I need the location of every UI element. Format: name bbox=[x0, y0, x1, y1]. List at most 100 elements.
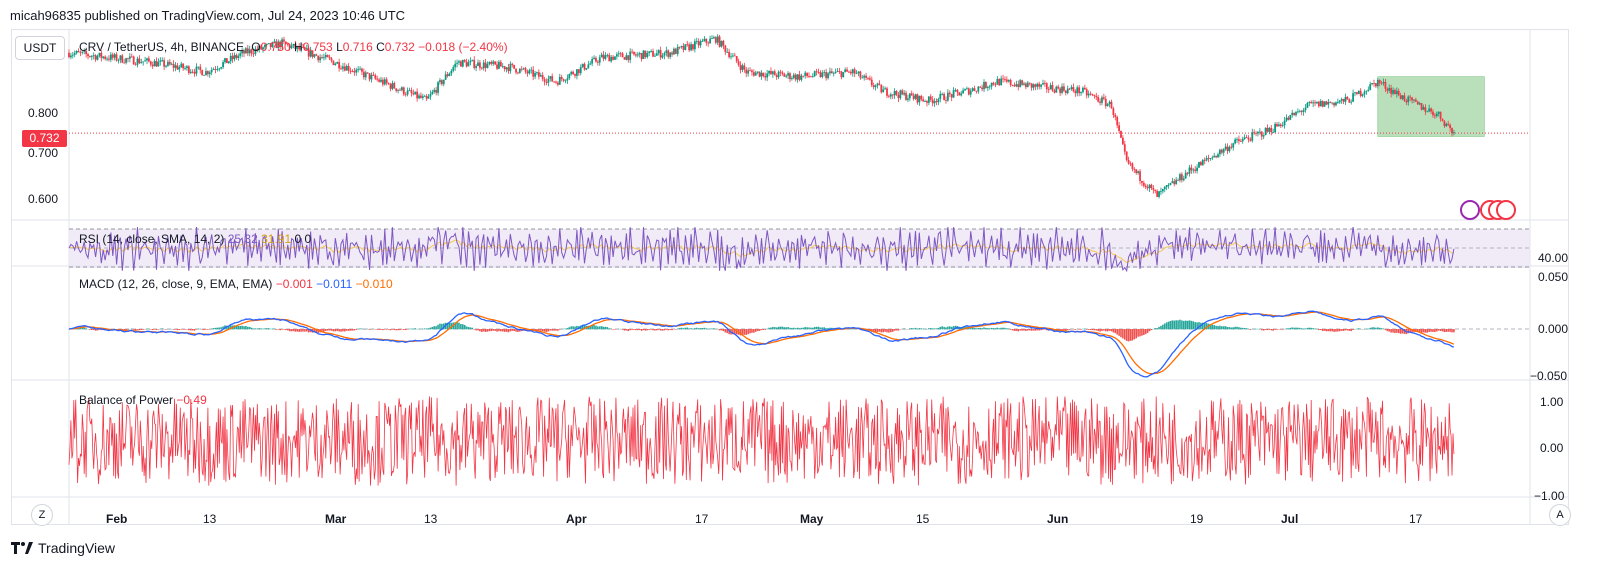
candle bbox=[159, 57, 162, 66]
macd-histogram-bar bbox=[1418, 329, 1421, 332]
macd-histogram-bar bbox=[1441, 329, 1444, 332]
candle bbox=[444, 71, 447, 81]
candle bbox=[596, 60, 599, 66]
candle bbox=[496, 61, 498, 71]
candle bbox=[364, 70, 367, 81]
macd-histogram-bar bbox=[429, 327, 432, 330]
macd-histogram-bar bbox=[1000, 327, 1002, 330]
candle bbox=[446, 71, 449, 78]
macd-histogram-bar bbox=[1114, 329, 1117, 334]
macd-histogram-bar bbox=[654, 329, 656, 331]
macd-histogram-bar bbox=[716, 328, 719, 330]
macd-histogram-bar bbox=[1167, 321, 1170, 330]
candle bbox=[1040, 84, 1042, 90]
candle bbox=[1399, 92, 1402, 100]
candle bbox=[315, 53, 318, 56]
candle bbox=[1451, 127, 1453, 137]
candle bbox=[1238, 135, 1240, 145]
candle bbox=[876, 82, 879, 89]
candle bbox=[336, 61, 339, 64]
macd-histogram-bar bbox=[199, 328, 202, 330]
zoom-left-button[interactable]: Z bbox=[31, 504, 53, 526]
macd-histogram-bar bbox=[694, 328, 696, 330]
candle bbox=[752, 69, 755, 77]
candle bbox=[1146, 184, 1149, 191]
macd-histogram-bar bbox=[1066, 329, 1069, 330]
macd-histogram-bar bbox=[665, 329, 668, 330]
candle bbox=[1331, 102, 1334, 105]
macd-histogram-bar bbox=[928, 328, 930, 330]
candle bbox=[286, 42, 289, 47]
candle bbox=[657, 49, 660, 56]
candle bbox=[779, 69, 782, 77]
candle bbox=[804, 70, 807, 79]
macd-histogram-bar bbox=[1399, 329, 1402, 334]
event-icons[interactable] bbox=[1460, 200, 1516, 220]
candle bbox=[1082, 86, 1084, 94]
candle bbox=[298, 43, 301, 52]
candle bbox=[840, 70, 843, 80]
macd-histogram-bar bbox=[1390, 329, 1392, 333]
macd-histogram-bar bbox=[414, 328, 417, 330]
candle bbox=[960, 90, 963, 97]
candle bbox=[595, 56, 597, 63]
candle bbox=[471, 59, 474, 62]
candle bbox=[566, 74, 569, 84]
macd-histogram-bar bbox=[1241, 327, 1244, 330]
candle bbox=[1376, 78, 1379, 89]
candle bbox=[1390, 84, 1393, 98]
macd-histogram-bar bbox=[458, 322, 460, 330]
candle bbox=[334, 62, 337, 66]
candle bbox=[661, 53, 664, 59]
candle bbox=[1013, 82, 1016, 87]
candle bbox=[543, 76, 546, 86]
macd-histogram-bar bbox=[614, 329, 616, 330]
candle bbox=[549, 75, 552, 82]
candle bbox=[132, 55, 135, 65]
candle bbox=[992, 81, 995, 86]
macd-histogram-bar bbox=[1426, 329, 1429, 333]
candle bbox=[1226, 143, 1229, 155]
candle bbox=[490, 60, 493, 66]
macd-histogram-bar bbox=[610, 328, 612, 330]
candle bbox=[941, 92, 944, 96]
macd-histogram-bar bbox=[515, 329, 517, 332]
candle bbox=[745, 66, 748, 78]
macd-histogram-bar bbox=[325, 329, 327, 331]
candle bbox=[1287, 116, 1290, 121]
macd-histogram-bar bbox=[383, 329, 386, 330]
candle bbox=[437, 81, 439, 96]
candle bbox=[558, 73, 561, 85]
auto-scale-button[interactable]: A bbox=[1549, 504, 1571, 526]
candle bbox=[376, 75, 379, 82]
candle bbox=[821, 70, 824, 79]
candle bbox=[714, 36, 717, 45]
candle bbox=[1437, 111, 1440, 117]
candle bbox=[693, 38, 696, 53]
macd-histogram-bar bbox=[165, 329, 167, 330]
candle bbox=[732, 52, 734, 58]
candle bbox=[701, 38, 704, 43]
candle bbox=[1072, 83, 1075, 93]
candle bbox=[1355, 91, 1358, 96]
macd-histogram-bar bbox=[397, 329, 399, 331]
macd-histogram-bar bbox=[627, 329, 630, 332]
currency-button[interactable]: USDT bbox=[15, 36, 65, 60]
candle bbox=[659, 46, 662, 60]
macd-histogram-bar bbox=[1299, 327, 1301, 330]
macd-histogram-bar bbox=[1089, 329, 1092, 330]
macd-histogram-bar bbox=[433, 326, 436, 330]
candle bbox=[1061, 83, 1063, 95]
candle bbox=[290, 42, 293, 50]
candle bbox=[783, 72, 786, 77]
candle bbox=[332, 60, 335, 66]
macd-histogram-bar bbox=[1245, 328, 1248, 330]
candle bbox=[830, 68, 833, 74]
candle bbox=[1304, 104, 1307, 113]
candle bbox=[245, 46, 247, 54]
candle bbox=[442, 79, 445, 87]
candle bbox=[756, 71, 759, 75]
candle bbox=[1340, 97, 1343, 104]
candle bbox=[362, 68, 365, 80]
candle bbox=[1405, 98, 1408, 106]
